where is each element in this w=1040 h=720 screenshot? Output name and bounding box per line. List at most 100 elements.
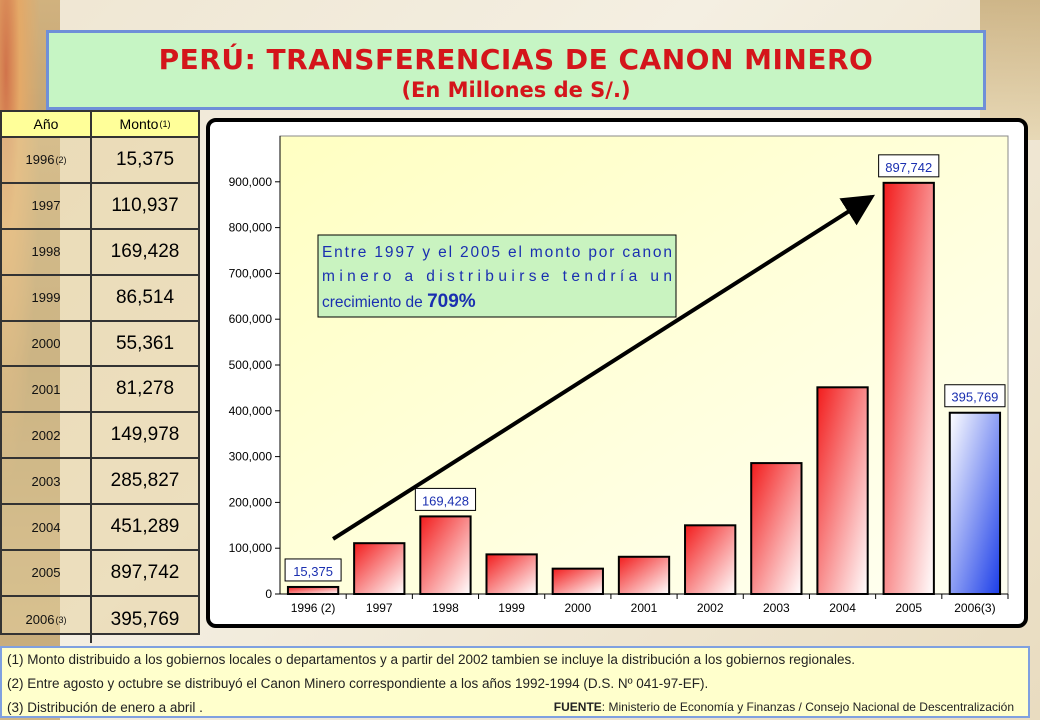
x-tick-label: 2004 <box>829 601 856 615</box>
header-amount-note: (1) <box>159 119 171 129</box>
year-label: 2002 <box>31 427 61 443</box>
table-row: 2002 149,978 <box>2 413 198 460</box>
y-tick-label: 700,000 <box>229 266 273 280</box>
footnotes-box: (1) Monto distribuido a los gobiernos lo… <box>0 646 1030 718</box>
background-decoration-right <box>980 0 1040 140</box>
x-tick-label: 2001 <box>631 601 658 615</box>
table-row: 2004 451,289 <box>2 505 198 552</box>
header-amount-label: Monto <box>119 116 159 132</box>
data-table: Año Monto (1) 1996 (2) 15,375 1997 110,937 199… <box>0 110 200 643</box>
cell-amount: 15,375 <box>115 148 175 170</box>
year-label: 2006 <box>25 612 55 628</box>
chart-svg: 0 100,000 200,000 300,000 400,000 500,000 600,… <box>229 135 1009 615</box>
year-label: 1998 <box>31 244 61 260</box>
year-note: (3) <box>55 614 67 625</box>
data-label-box <box>284 558 342 582</box>
annotation-line-3: crecimiento de 709% <box>322 291 476 312</box>
cell-amount: 395,769 <box>110 608 180 630</box>
table-row: 2000 55,361 <box>2 321 198 368</box>
data-label-box <box>414 487 477 511</box>
data-label: 169,428 <box>422 493 469 508</box>
bar <box>551 567 604 595</box>
data-label: 897,742 <box>885 160 932 175</box>
cell-year: 2002 <box>2 413 92 458</box>
source-text: : Ministerio de Economía y Finanzas / Co… <box>601 700 1014 714</box>
data-label-box <box>944 384 1006 408</box>
annotation-prefix: crecimiento de <box>322 294 427 311</box>
x-tick-label: 1998 <box>432 601 459 615</box>
year-label: 1996 <box>25 152 55 168</box>
x-tick-label: 1999 <box>498 601 525 615</box>
x-tick-label: 2003 <box>763 601 790 615</box>
annotation-box <box>317 234 677 318</box>
year-label: 2005 <box>31 565 61 581</box>
table-row: 1998 169,428 <box>2 229 198 276</box>
table-row: 1999 86,514 <box>2 275 198 322</box>
bar <box>684 524 737 596</box>
cell-amount: 897,742 <box>110 561 180 583</box>
year-note: (2) <box>55 154 67 165</box>
source-note: FUENTE: Ministerio de Economía y Finanza… <box>554 700 1014 714</box>
cell-year: 2003 <box>2 459 92 504</box>
source-label: FUENTE <box>553 700 602 714</box>
bar-chart: 0 100,000 200,000 300,000 400,000 500,000 600,… <box>206 118 1028 628</box>
y-tick-label: 100,000 <box>229 541 273 555</box>
page-subtitle: (En Millones de S/.) <box>401 78 631 102</box>
bar <box>948 411 1002 595</box>
cell-amount: 55,361 <box>115 332 175 354</box>
y-tick-label: 900,000 <box>229 175 273 189</box>
cell-amount: 81,278 <box>115 378 175 400</box>
cell-amount: 86,514 <box>115 286 175 308</box>
table-header: Año Monto (1) <box>2 112 198 138</box>
y-tick-label: 0 <box>265 587 272 601</box>
x-tick-label: 2000 <box>564 601 591 615</box>
cell-year: 2000 <box>2 321 92 366</box>
year-label: 2004 <box>31 519 61 535</box>
table-row: 2005 897,742 <box>2 551 198 597</box>
table-row: 2006 (3) 395,769 <box>2 596 198 643</box>
cell-amount: 149,978 <box>110 424 180 446</box>
data-label: 15,375 <box>293 564 333 579</box>
cell-year: 2001 <box>2 367 92 412</box>
header-amount: Monto (1) <box>92 112 198 136</box>
y-tick-label: 200,000 <box>229 495 273 509</box>
annotation-line-1: Entre 1997 y el 2005 el monto por canon <box>322 244 672 261</box>
table-row: 1996 (2) 15,375 <box>2 138 198 184</box>
title-banner: PERÚ: TRANSFERENCIAS DE CANON MINERO (En… <box>46 30 986 110</box>
x-tick-label: 1997 <box>366 601 393 615</box>
cell-year: 2004 <box>2 505 92 550</box>
table-row: 2003 285,827 <box>2 459 198 506</box>
y-tick-label: 300,000 <box>229 450 273 464</box>
footnote-3: (3) Distribución de enero a abril . <box>7 700 203 715</box>
bar <box>353 542 406 596</box>
y-tick-label: 800,000 <box>229 221 273 235</box>
cell-amount: 169,428 <box>110 240 180 262</box>
cell-year: 1997 <box>2 183 92 228</box>
year-label: 1997 <box>31 198 61 214</box>
cell-year: 1996 (2) <box>2 138 92 182</box>
year-label: 1999 <box>31 290 61 306</box>
y-tick-label: 600,000 <box>229 312 273 326</box>
year-label: 2003 <box>31 473 61 489</box>
table-row: 2001 81,278 <box>2 367 198 414</box>
y-tick-label: 400,000 <box>229 404 273 418</box>
year-label: 2001 <box>31 381 61 397</box>
cell-year: 2006 (3) <box>2 596 92 643</box>
cell-amount: 110,937 <box>111 194 179 216</box>
bar <box>750 462 803 596</box>
cell-year: 1999 <box>2 275 92 320</box>
year-label: 2000 <box>31 336 61 351</box>
bar <box>617 555 671 596</box>
x-tick-label: 1996 (2) <box>291 601 336 615</box>
data-label-box <box>878 154 940 178</box>
footnote-2: (2) Entre agosto y octubre se distribuyó… <box>7 676 709 691</box>
data-label: 395,769 <box>951 390 998 405</box>
bar <box>882 181 935 595</box>
trend-arrow <box>332 194 876 541</box>
table-row: 1997 110,937 <box>2 183 198 230</box>
x-tick-label: 2005 <box>895 601 922 615</box>
x-tick-label: 2002 <box>697 601 724 615</box>
footnote-1: (1) Monto distribuido a los gobiernos lo… <box>7 652 855 667</box>
table-body: 1996 (2) 15,375 1997 110,937 1998 169,428 1999 8… <box>2 138 198 643</box>
cell-year: 2005 <box>2 551 92 595</box>
